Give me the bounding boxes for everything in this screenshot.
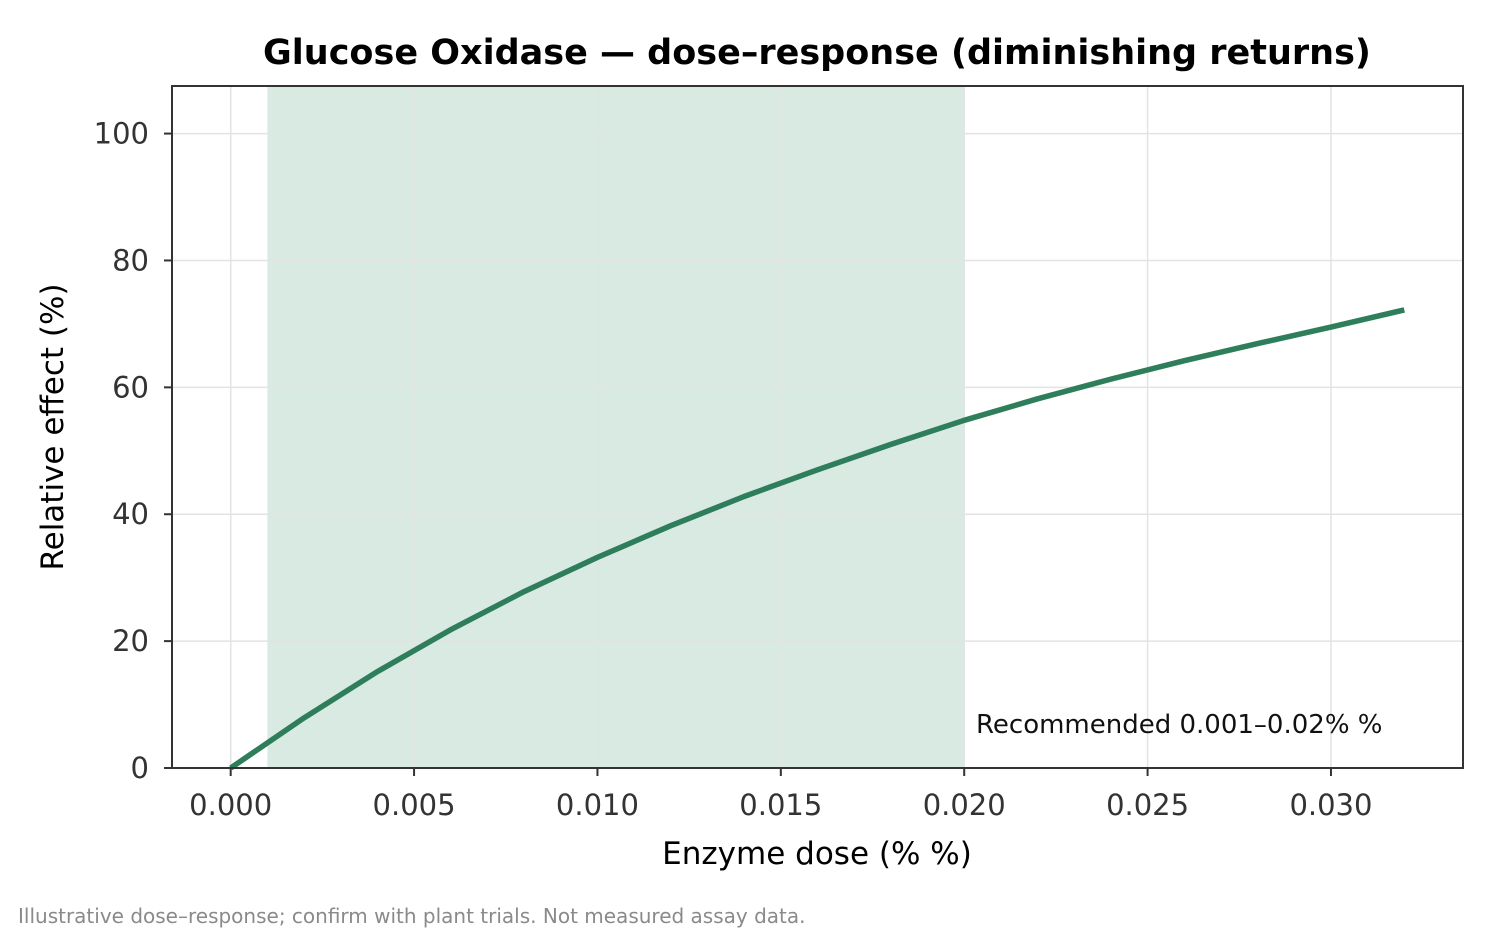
x-tick-label: 0.015 bbox=[739, 788, 822, 822]
x-tick-label: 0.010 bbox=[556, 788, 639, 822]
y-tick-label: 100 bbox=[94, 117, 149, 151]
x-axis-label: Enzyme dose (% %) bbox=[662, 836, 972, 872]
x-tick-label: 0.030 bbox=[1289, 788, 1372, 822]
chart-title: Glucose Oxidase — dose–response (diminis… bbox=[263, 33, 1371, 73]
plot-frame bbox=[171, 85, 1464, 769]
recommended-band bbox=[267, 86, 965, 768]
y-axis-label: Relative effect (%) bbox=[35, 283, 71, 570]
legend-label-recommended: Recommended 0.001–0.02% % bbox=[976, 710, 1383, 740]
x-tick-label: 0.020 bbox=[923, 788, 1006, 822]
x-tick-label: 0.005 bbox=[373, 788, 456, 822]
footnote: Illustrative dose–response; confirm with… bbox=[18, 904, 806, 928]
x-tick-label: 0.025 bbox=[1106, 788, 1189, 822]
y-tick-label: 20 bbox=[112, 624, 149, 658]
dose-response-line bbox=[229, 307, 1405, 771]
y-tick-label: 0 bbox=[131, 751, 149, 785]
y-tick-label: 80 bbox=[112, 243, 149, 277]
y-tick-label: 60 bbox=[112, 370, 149, 404]
legend-swatch-recommended bbox=[894, 714, 956, 735]
y-tick-label: 40 bbox=[112, 497, 149, 531]
x-tick-label: 0.000 bbox=[189, 788, 272, 822]
